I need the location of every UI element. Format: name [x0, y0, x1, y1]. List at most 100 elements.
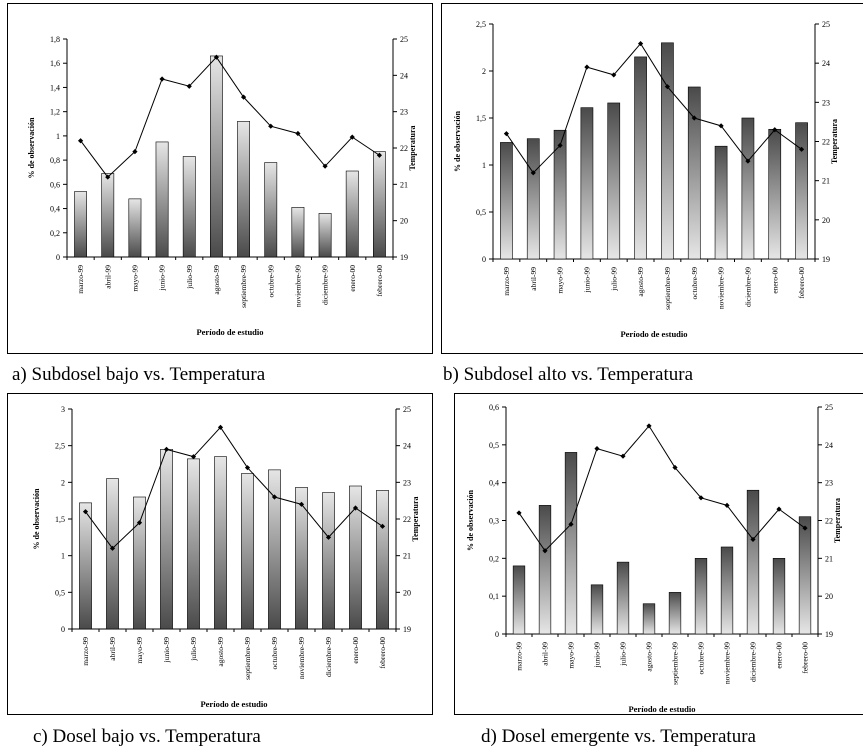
x-tick-label: abril-99	[103, 265, 112, 289]
right-tick-label: 21	[822, 177, 830, 186]
x-tick-label: septiembre-99	[239, 265, 248, 308]
bar	[720, 546, 734, 635]
y-axis-title: % de observación	[27, 117, 36, 178]
bar	[74, 191, 87, 258]
left-tick-label: 0,1	[489, 592, 499, 601]
chart-panel-3: 0 0,5 1 1,5 2 2,5 3 19 20 21 22 23 24 25 marzo-99 abril…	[7, 393, 433, 715]
left-tick-label: 2	[61, 478, 65, 487]
bar	[642, 603, 656, 635]
temperature-point	[105, 174, 111, 180]
temperature-point	[298, 501, 305, 507]
right-tick-label: 22	[403, 515, 411, 524]
temperature-point	[244, 465, 251, 471]
x-tick-label: junio-99	[158, 265, 167, 292]
bar	[668, 592, 682, 635]
right-tick-label: 21	[400, 180, 408, 189]
right-tick-label: 23	[400, 108, 408, 117]
bar	[106, 478, 119, 630]
y-axis-title: % de observación	[453, 111, 462, 172]
temperature-point	[611, 72, 617, 78]
x-tick-label: octubre-99	[270, 637, 279, 670]
right-tick-label: 25	[403, 405, 411, 414]
x-tick-label: mayo-99	[556, 267, 565, 294]
temperature-point	[691, 115, 697, 121]
x-tick-label: noviembre-99	[723, 642, 732, 684]
temperature-point	[637, 40, 644, 47]
bar	[661, 42, 674, 260]
temperature-point	[503, 131, 510, 137]
left-tick-label: 2,5	[55, 442, 65, 451]
x-tick-label: julio-99	[185, 265, 194, 290]
x-tick-label: junio-99	[162, 637, 171, 664]
temperature-point	[352, 505, 359, 511]
x-tick-label: mayo-99	[567, 642, 576, 669]
bar	[616, 561, 630, 635]
bar	[768, 128, 782, 260]
temperature-line	[506, 42, 802, 174]
bar	[376, 490, 389, 630]
x-tick-label: octubre-99	[697, 642, 706, 675]
left-tick-label: 0,4	[489, 479, 499, 488]
x-tick-label: noviembre-99	[717, 267, 726, 309]
bar	[694, 558, 708, 635]
x-tick-label: enero-00	[348, 265, 357, 292]
bar	[687, 86, 701, 260]
temperature-point	[349, 134, 355, 140]
left-tick-label: 0,5	[55, 588, 65, 597]
temperature-point	[271, 494, 278, 500]
caption-b: b) Subdosel alto vs. Temperatura	[443, 364, 694, 385]
left-tick-label: 0,6	[489, 403, 499, 412]
temperature-point	[325, 534, 332, 540]
left-tick-label: 1,6	[50, 59, 60, 68]
bar	[538, 505, 552, 635]
bar	[741, 117, 755, 260]
panel-frame	[7, 3, 433, 354]
bar	[634, 56, 647, 260]
y-axis-title: % de observación	[32, 488, 41, 549]
temperature-point	[750, 536, 756, 543]
x-tick-label: enero-00	[351, 637, 360, 664]
right-tick-label: 25	[400, 35, 408, 44]
bar	[291, 207, 305, 258]
left-tick-label: 1	[61, 552, 65, 561]
x-tick-label: febrero-00	[378, 637, 387, 669]
bar	[264, 162, 278, 258]
bar	[564, 452, 578, 635]
temperature-point	[724, 502, 730, 508]
chart-panel-2: 0 0,5 1 1,5 2 2,5 19 20 21 22 23 24 25 marzo-99 abril-…	[441, 3, 863, 354]
bar	[237, 121, 250, 258]
right-tick-label: 25	[825, 403, 833, 412]
temperature-point	[594, 446, 600, 452]
temperature-point	[186, 83, 192, 89]
x-tick-label: julio-99	[189, 637, 198, 662]
left-tick-label: 0	[56, 253, 60, 262]
left-tick-label: 2	[482, 67, 486, 76]
x-tick-label: abril-99	[108, 637, 117, 661]
bar	[553, 129, 567, 260]
right-tick-label: 19	[400, 253, 408, 262]
bar	[155, 141, 169, 258]
temperature-point	[190, 454, 197, 460]
temperature-point	[379, 523, 386, 529]
y2-axis-title: Temperatura	[411, 496, 420, 541]
x-tick-label: junio-99	[593, 642, 602, 669]
temperature-point	[776, 506, 782, 512]
right-tick-label: 20	[825, 592, 833, 601]
x-tick-label: mayo-99	[130, 265, 139, 292]
x-tick-label: marzo-99	[76, 265, 85, 294]
y2-axis-title: Temperatura	[833, 498, 842, 543]
temperature-point	[672, 464, 678, 471]
right-tick-label: 21	[403, 552, 411, 561]
x-tick-label: mayo-99	[135, 637, 144, 664]
bar	[798, 516, 812, 635]
bar	[128, 198, 142, 258]
right-tick-label: 21	[825, 554, 833, 563]
bar	[526, 138, 540, 260]
bar	[590, 584, 604, 635]
left-tick-label: 1	[56, 132, 60, 141]
bar	[500, 142, 513, 260]
bar	[580, 107, 594, 260]
x-tick-label: febrero-00	[801, 642, 810, 674]
bar	[79, 502, 92, 630]
